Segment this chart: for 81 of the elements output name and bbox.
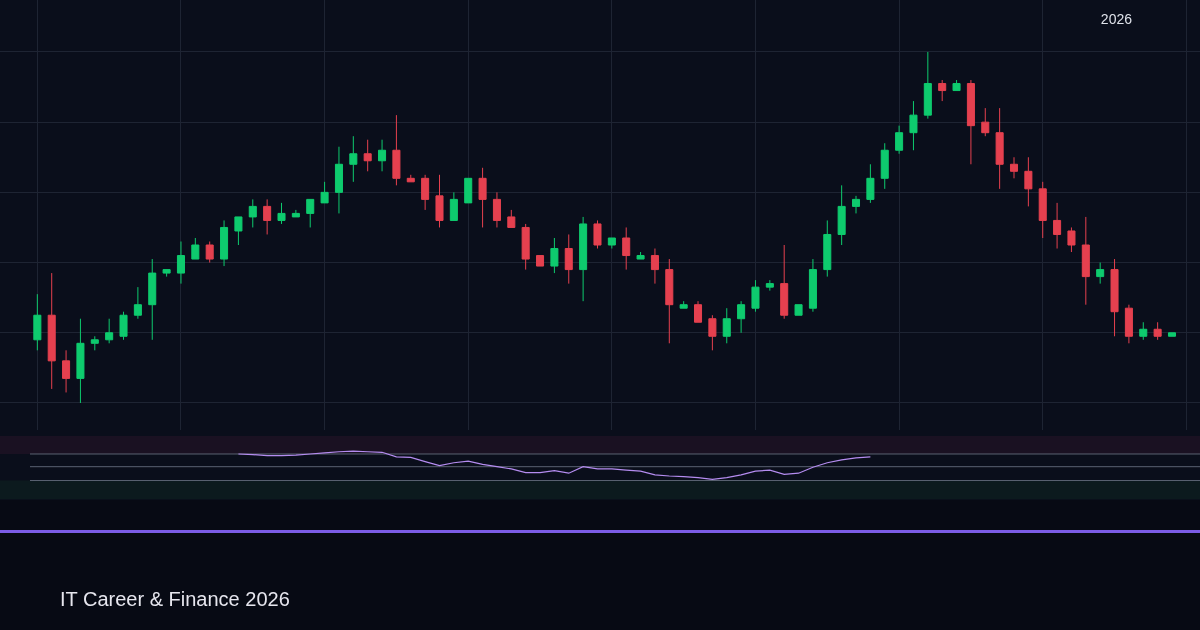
candlestick	[794, 304, 803, 316]
text: IT Career & Finance 2026	[60, 588, 290, 611]
candlestick	[751, 279, 760, 313]
candlestick	[1096, 262, 1105, 285]
candlestick	[966, 79, 975, 165]
candlestick	[1038, 181, 1047, 239]
candlestick	[176, 241, 185, 285]
candlestick	[363, 139, 372, 172]
candlestick	[306, 198, 315, 228]
candlestick	[1081, 216, 1090, 306]
candlestick	[650, 248, 659, 285]
candlestick	[622, 226, 631, 271]
candlestick	[694, 300, 703, 323]
candlestick	[981, 107, 990, 137]
candlestick	[564, 233, 573, 285]
candlestick	[220, 219, 229, 267]
candlestick	[1009, 156, 1019, 179]
candlestick	[191, 237, 200, 260]
candlestick	[923, 51, 932, 120]
candlestick	[765, 279, 774, 292]
candlestick	[47, 272, 56, 390]
candlestick	[995, 107, 1004, 190]
candlestick	[938, 79, 947, 102]
candlestick	[1139, 321, 1148, 341]
candlestick	[435, 174, 444, 228]
candlestick	[291, 209, 300, 218]
candlestick	[1024, 156, 1033, 207]
candlestick	[1124, 304, 1133, 344]
candlestick	[492, 191, 501, 228]
candlestick	[90, 335, 99, 351]
candlestick	[105, 318, 114, 344]
candlestick	[722, 307, 731, 344]
candlestick	[162, 269, 171, 278]
candlestick	[708, 314, 717, 351]
candlestick	[579, 216, 588, 302]
candlestick	[133, 286, 142, 320]
candlestick	[421, 174, 430, 211]
candlestick	[119, 311, 128, 341]
candlestick	[76, 318, 85, 404]
candlestick	[808, 258, 817, 313]
candlestick	[1110, 258, 1119, 337]
candlestick	[1167, 332, 1177, 337]
candlestick	[320, 181, 329, 204]
candlestick	[392, 114, 401, 186]
candlestick	[148, 258, 157, 341]
candlestick	[248, 198, 257, 228]
candlestick	[1053, 202, 1062, 250]
candlestick	[607, 237, 616, 250]
candlestick	[665, 258, 674, 344]
candlestick	[866, 163, 875, 204]
candlestick	[62, 349, 71, 393]
candlestick	[550, 237, 559, 274]
candlestick	[1153, 321, 1162, 341]
candlestick	[521, 223, 530, 271]
candlestick	[33, 293, 42, 351]
candlestick	[880, 142, 889, 190]
candlestick	[1067, 226, 1076, 253]
candlestick	[378, 139, 387, 172]
candlestick	[205, 241, 214, 264]
candlestick	[780, 244, 789, 320]
text: 2026	[1100, 11, 1132, 27]
candlestick	[507, 209, 516, 228]
candlestick	[263, 198, 272, 235]
candlestick	[895, 125, 904, 155]
candlestick	[478, 167, 487, 228]
candlestick	[636, 251, 645, 260]
candlestick	[823, 219, 832, 278]
candlestick	[952, 79, 961, 92]
candlestick	[277, 202, 286, 225]
candlestick	[909, 100, 918, 151]
candlestick	[837, 184, 846, 246]
candlestick	[593, 219, 602, 250]
candlestick	[449, 191, 458, 221]
candlestick	[737, 300, 746, 334]
candlestick	[334, 146, 343, 214]
candlestick	[852, 195, 861, 214]
candlestick	[464, 177, 473, 204]
candlestick	[536, 255, 545, 267]
candlestick	[234, 216, 243, 246]
candlestick	[679, 300, 688, 309]
candlestick	[349, 135, 358, 183]
